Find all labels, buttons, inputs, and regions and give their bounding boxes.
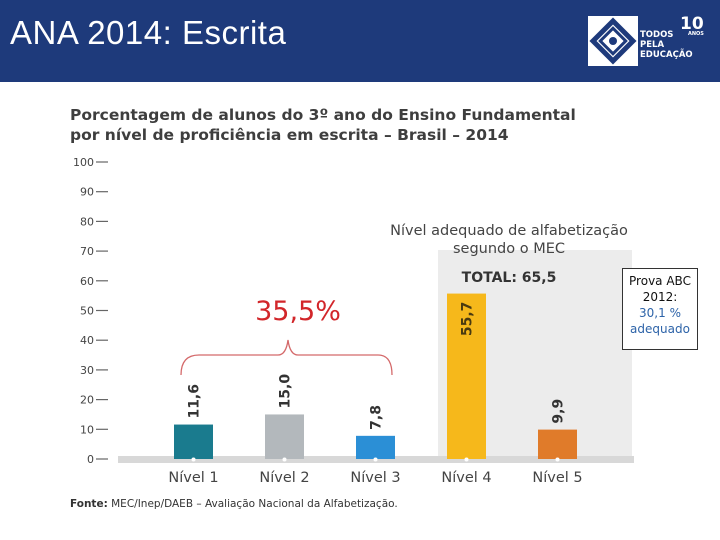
chart-title: Porcentagem de alunos do 3º ano do Ensin… (70, 105, 576, 145)
adequate-label-line-2: segundo o MEC (453, 241, 565, 257)
y-tick-label: 40 (80, 334, 94, 347)
x-category-label: Nível 4 (441, 470, 491, 486)
group-brace (180, 339, 393, 376)
y-tick-label: 0 (87, 453, 94, 466)
bars-group: 11,6 15,0 7,8 55,7 9,9 (174, 293, 577, 459)
x-tick-dot (191, 457, 196, 462)
bar-value-label: 9,9 (551, 399, 567, 424)
x-category-label: Nível 2 (259, 470, 309, 486)
bar-5 (538, 429, 577, 459)
logo-text: TODOS PELA EDUCAÇÃO (640, 30, 693, 60)
badge-sub: ANOS (688, 31, 704, 37)
y-tick-label: 10 (80, 423, 94, 436)
bar-value-label: 55,7 (460, 302, 476, 337)
y-tick-label: 20 (80, 394, 94, 407)
bar-4 (447, 293, 486, 459)
logo-line-2: PELA (640, 40, 665, 50)
badge-number: 10 (680, 14, 704, 34)
y-tick-label: 50 (80, 305, 94, 318)
chart-title-line-1: Porcentagem de alunos do 3º ano do Ensin… (70, 106, 576, 124)
group-annotation: 35,5% (255, 296, 341, 327)
x-category-label: Nível 5 (532, 470, 582, 486)
logo-icon (588, 16, 638, 66)
slide-title: ANA 2014: Escrita (10, 14, 287, 51)
chart-title-line-2: por nível de proficiência em escrita – B… (70, 126, 509, 144)
y-tick-label: 70 (80, 245, 94, 258)
source-prefix: Fonte: (70, 498, 108, 510)
logo-line-1: TODOS (640, 30, 674, 40)
y-tick-label: 60 (80, 275, 94, 288)
x-category-label: Nível 1 (168, 470, 218, 486)
x-tick-dot (464, 457, 469, 462)
note-line-3: 30,1 % (639, 306, 681, 320)
adequate-total: TOTAL: 65,5 (462, 270, 557, 286)
bar-3 (356, 435, 395, 459)
anniversary-badge: 10 ANOS (680, 14, 704, 37)
note-line-1: Prova ABC (629, 274, 691, 288)
adequate-label-line-1: Nível adequado de alfabetização (390, 223, 628, 239)
bar-value-label: 7,8 (369, 405, 385, 430)
x-tick-dot (373, 457, 378, 462)
x-tick-dot (282, 457, 287, 462)
prova-abc-note: Prova ABC 2012: 30,1 % adequado (622, 268, 698, 350)
logo-line-3: EDUCAÇÃO (640, 50, 693, 60)
x-category-label: Nível 3 (350, 470, 400, 486)
y-tick-label: 100 (73, 156, 94, 169)
note-line-4: adequado (630, 322, 690, 336)
y-tick-label: 90 (80, 186, 94, 199)
note-line-2: 2012: (642, 290, 678, 304)
slide-header: ANA 2014: Escrita TODOS PELA EDUCAÇÃO 10… (0, 0, 720, 82)
bar-value-label: 11,6 (187, 384, 203, 419)
x-axis-labels: Nível 1 Nível 2 Nível 3 Nível 4 Nível 5 (168, 457, 583, 486)
bar-value-label: 15,0 (278, 374, 294, 409)
source-note: Fonte: MEC/Inep/DAEB – Avaliação Naciona… (70, 498, 398, 510)
y-tick-label: 30 (80, 364, 94, 377)
y-axis: 0 10 20 30 40 50 60 70 80 90 100 (73, 156, 108, 466)
diamond-logo-icon (589, 17, 637, 65)
bar-1 (174, 424, 213, 459)
x-tick-dot (555, 457, 560, 462)
source-text: MEC/Inep/DAEB – Avaliação Nacional da Al… (111, 498, 398, 510)
y-tick-label: 80 (80, 215, 94, 228)
bar-2 (265, 414, 304, 459)
